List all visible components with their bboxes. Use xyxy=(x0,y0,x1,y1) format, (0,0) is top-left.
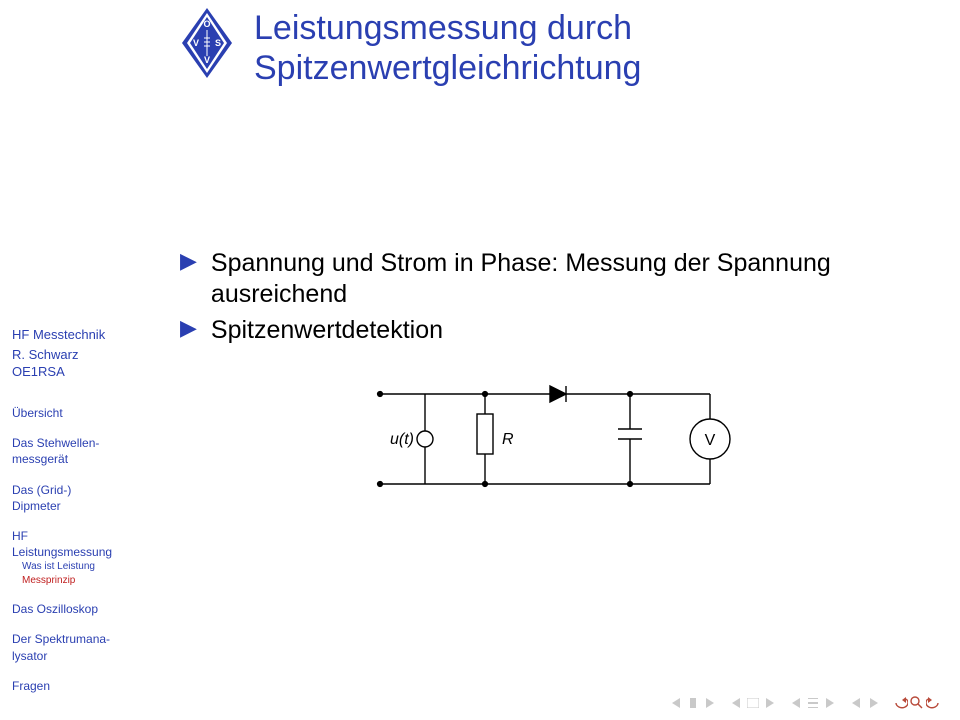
sidebar-footer: HF Messtechnik R. Schwarz OE1RSA Übersic… xyxy=(12,326,158,708)
nav-forward-icon[interactable] xyxy=(926,696,940,710)
circuit-diagram: u(t) R xyxy=(330,364,750,514)
nav-prev-slide-icon[interactable] xyxy=(850,696,864,710)
svg-text:V: V xyxy=(705,432,716,449)
main-content: O V S V Leistungsmessung durch Spitzenwe… xyxy=(170,0,960,720)
slide-title: Leistungsmessung durch Spitzenwertgleich… xyxy=(254,0,641,88)
nav-prev-frame-icon[interactable] xyxy=(790,696,804,710)
title-block: O V S V Leistungsmessung durch Spitzenwe… xyxy=(170,0,920,88)
svg-text:V: V xyxy=(204,55,210,65)
nav-next-frame-icon[interactable] xyxy=(822,696,836,710)
author-name: R. Schwarz xyxy=(12,347,78,362)
bullet-marker-icon: ▶ xyxy=(180,248,197,274)
sidebar-item-dipmeter[interactable]: Das (Grid-) Dipmeter xyxy=(12,482,158,514)
svg-text:S: S xyxy=(215,38,221,48)
nav-prev-subsection-icon[interactable] xyxy=(730,696,744,710)
sidebar-item-stehwellen[interactable]: Das Stehwellen- messgerät xyxy=(12,435,158,467)
nav-prev-section-icon[interactable] xyxy=(670,696,684,710)
sidebar-item-fragen[interactable]: Fragen xyxy=(12,678,158,694)
nav-search-icon[interactable] xyxy=(910,696,924,710)
svg-text:V: V xyxy=(193,38,199,48)
bullet-marker-icon: ▶ xyxy=(180,315,197,341)
bullet-text: Spitzenwertdetektion xyxy=(211,315,443,346)
content-body: ▶ Spannung und Strom in Phase: Messung d… xyxy=(170,88,920,514)
title-line2: Spitzenwertgleichrichtung xyxy=(254,49,641,87)
bullet-item: ▶ Spitzenwertdetektion xyxy=(180,315,900,346)
nav-back-icon[interactable] xyxy=(894,696,908,710)
sidebar-item-spektrumanalysator[interactable]: Der Spektrumana- lysator xyxy=(12,631,158,663)
beamer-nav-footer xyxy=(670,696,940,710)
sidebar: HF Messtechnik R. Schwarz OE1RSA Übersic… xyxy=(0,0,170,720)
presentation-author: R. Schwarz OE1RSA xyxy=(12,346,158,381)
logo-emblem: O V S V xyxy=(178,6,236,80)
nav-frame-icon[interactable] xyxy=(806,696,820,710)
nav-subsection-icon[interactable] xyxy=(746,696,760,710)
bullet-item: ▶ Spannung und Strom in Phase: Messung d… xyxy=(180,248,900,311)
svg-text:u(t): u(t) xyxy=(390,431,414,448)
nav-next-slide-icon[interactable] xyxy=(866,696,880,710)
nav-section-icon[interactable] xyxy=(686,696,700,710)
nav-next-section-icon[interactable] xyxy=(702,696,716,710)
nav-next-subsection-icon[interactable] xyxy=(762,696,776,710)
sidebar-subitem-messprinzip[interactable]: Messprinzip xyxy=(12,574,158,588)
sidebar-item-leistungsmessung[interactable]: HF Leistungsmessung xyxy=(12,528,158,560)
bullet-text: Spannung und Strom in Phase: Messung der… xyxy=(211,248,900,311)
slide: HF Messtechnik R. Schwarz OE1RSA Übersic… xyxy=(0,0,960,720)
author-callsign: OE1RSA xyxy=(12,364,65,379)
svg-text:O: O xyxy=(203,19,210,29)
title-line1: Leistungsmessung durch xyxy=(254,9,632,47)
sidebar-item-uebersicht[interactable]: Übersicht xyxy=(12,405,158,421)
sidebar-item-oszilloskop[interactable]: Das Oszilloskop xyxy=(12,601,158,617)
presentation-short-title: HF Messtechnik xyxy=(12,326,158,344)
sidebar-subitem-was-ist-leistung[interactable]: Was ist Leistung xyxy=(12,560,158,574)
svg-text:R: R xyxy=(502,431,514,448)
